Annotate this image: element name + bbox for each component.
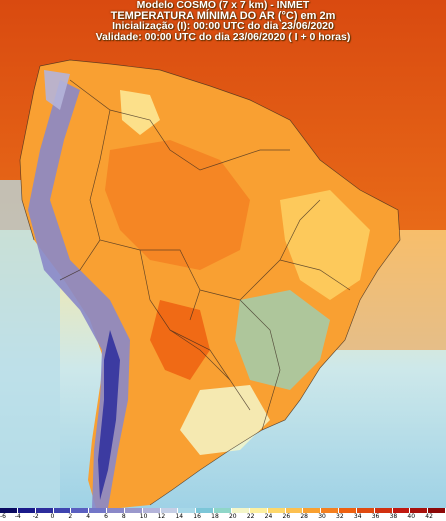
scale-label: 0 [50, 513, 55, 520]
scale-color-swatch [142, 508, 160, 513]
scale-label: 22 [246, 513, 255, 520]
scale-cell: 38 [389, 508, 411, 521]
scale-color-swatch [285, 508, 303, 513]
scale-label: -6 [0, 513, 6, 520]
scale-color-swatch [231, 508, 249, 513]
central-warm-region [150, 300, 210, 380]
scale-color-swatch [107, 508, 124, 513]
scale-label: 20 [228, 513, 237, 520]
scale-color-swatch [196, 508, 214, 513]
scale-color-swatch [89, 508, 107, 513]
scale-label: 16 [193, 513, 201, 520]
scale-label: 42 [425, 513, 433, 520]
scale-label: 2 [68, 513, 73, 520]
amazon-warm-region [105, 140, 250, 270]
scale-color-swatch [160, 508, 178, 513]
scale-cell: 36 [371, 508, 393, 521]
scale-color-swatch [35, 508, 53, 513]
scale-cell: 2 [68, 508, 90, 521]
scale-label: 40 [407, 513, 416, 520]
andes-north-cold [44, 70, 70, 110]
scale-label: 26 [282, 513, 291, 520]
scale-label: -4 [14, 513, 21, 520]
scale-cell: 6 [104, 508, 125, 521]
scale-label: -2 [32, 513, 39, 520]
scale-color-swatch [410, 508, 428, 513]
scale-cell: 28 [300, 508, 322, 521]
scale-label: 38 [389, 513, 398, 520]
scale-cell: -6 [0, 508, 18, 521]
color-scale-legend: -6 -4 -2 0 2 4 6 8 10 12 14 16 18 20 22 24 26 28 30 32 34 36 3… [0, 508, 446, 521]
south-cool-region [180, 385, 270, 455]
scale-label: 18 [211, 513, 219, 520]
scale-cell: 16 [193, 508, 215, 521]
scale-label: 12 [157, 513, 166, 520]
scale-label: 34 [353, 513, 362, 520]
temperature-map [0, 0, 446, 508]
scale-label: 24 [264, 513, 273, 520]
scale-cell: 32 [336, 508, 357, 521]
scale-color-swatch [249, 508, 267, 513]
scale-color-swatch [339, 508, 356, 513]
scale-label: 8 [121, 513, 126, 520]
scale-color-swatch [214, 508, 231, 513]
scale-cell: 26 [282, 508, 304, 521]
scale-color-swatch [374, 508, 392, 513]
scale-cell: 40 [407, 508, 429, 521]
scale-label: 10 [139, 513, 148, 520]
scale-color-swatch [428, 508, 446, 513]
scale-color-swatch [303, 508, 321, 513]
scale-label: 36 [371, 513, 380, 520]
scale-cell: -4 [14, 508, 36, 521]
scale-color-swatch [71, 508, 89, 513]
scale-label: 28 [300, 513, 308, 520]
scale-cell: -2 [32, 508, 54, 521]
scale-color-swatch [124, 508, 142, 513]
political-borders [19, 59, 401, 506]
scale-cell: 20 [228, 508, 250, 521]
scale-color-swatch [267, 508, 285, 513]
scale-color-swatch [392, 508, 410, 513]
scale-label: 30 [318, 513, 326, 520]
scale-cell: 34 [353, 508, 375, 521]
southeast-cool-region [235, 290, 330, 390]
scale-color-swatch [53, 508, 71, 513]
scale-cell: 4 [86, 508, 108, 521]
scale-color-swatch [321, 508, 339, 513]
scale-cell: 22 [246, 508, 268, 521]
andes-cold-core [98, 330, 120, 500]
scale-cell: 0 [50, 508, 72, 521]
scale-cell: 12 [157, 508, 179, 521]
scale-label: 32 [336, 513, 344, 520]
scale-cell: 18 [211, 508, 232, 521]
scale-cell: 8 [121, 508, 143, 521]
scale-color-swatch [356, 508, 374, 513]
scale-cell: 42 [425, 508, 446, 521]
scale-label: 4 [86, 513, 91, 520]
scale-label: 14 [175, 513, 184, 520]
scale-cell: 30 [318, 508, 340, 521]
scale-color-swatch [0, 508, 17, 513]
scale-color-swatch [178, 508, 196, 513]
scale-cell: 14 [175, 508, 197, 521]
scale-color-swatch [17, 508, 35, 513]
guiana-cool-patch [120, 90, 160, 135]
scale-cell: 10 [139, 508, 161, 521]
scale-cell: 24 [264, 508, 286, 521]
scale-label: 6 [104, 513, 108, 520]
